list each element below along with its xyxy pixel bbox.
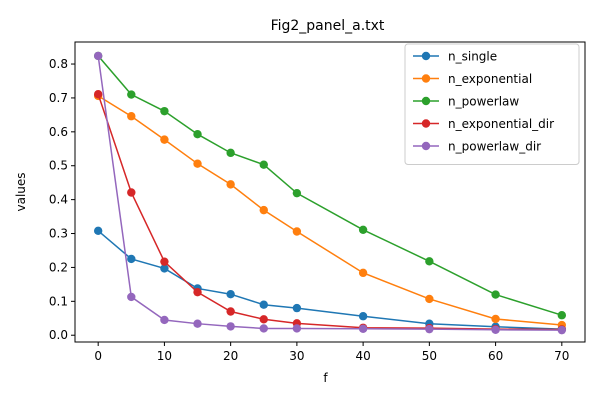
series-n-powerlaw-dir <box>93 51 567 335</box>
data-point <box>292 227 302 236</box>
x-tick-label: 40 <box>355 349 370 363</box>
legend-label: n_powerlaw <box>448 95 519 109</box>
data-point <box>358 268 368 278</box>
series-n-exponential <box>93 91 567 330</box>
y-axis-title: values <box>14 172 28 211</box>
data-point <box>358 324 368 333</box>
data-point <box>127 90 136 99</box>
y-tick-label: 0.2 <box>49 260 68 274</box>
data-point <box>226 322 235 331</box>
series-layer <box>93 51 567 335</box>
data-point <box>160 264 169 273</box>
y-tick-label: 0.3 <box>49 227 68 241</box>
data-point <box>557 325 567 335</box>
y-tick-label: 0.1 <box>49 294 68 308</box>
data-point <box>160 315 169 325</box>
x-axis-title: f <box>323 371 328 385</box>
legend-label: n_powerlaw_dir <box>448 140 541 154</box>
x-tick-label: 0 <box>94 349 102 363</box>
data-point <box>358 225 368 234</box>
data-point <box>358 312 368 321</box>
y-tick-label: 0.7 <box>49 91 68 105</box>
legend-box <box>404 43 580 165</box>
y-tick-label: 0.0 <box>49 328 68 342</box>
x-tick-label: 10 <box>157 349 172 363</box>
data-point <box>160 135 169 144</box>
legend-item: n_exponential <box>413 72 532 86</box>
legend-item: n_powerlaw <box>413 95 519 109</box>
legend-marker <box>421 96 431 106</box>
legend-label: n_exponential_dir <box>448 117 554 131</box>
data-point <box>127 254 136 264</box>
data-point <box>259 324 268 333</box>
data-point <box>193 287 202 297</box>
data-point <box>491 325 500 334</box>
data-point <box>93 90 103 99</box>
data-point <box>259 160 268 169</box>
data-point <box>425 257 434 266</box>
x-tick-label: 20 <box>223 349 238 363</box>
x-tick-label: 50 <box>422 349 437 363</box>
legend-marker <box>421 141 431 151</box>
x-tick-label: 70 <box>554 349 569 363</box>
legend-item: n_exponential_dir <box>413 117 554 131</box>
plot-frame <box>74 41 586 343</box>
data-point <box>226 180 235 189</box>
legend-label: n_exponential <box>448 72 532 86</box>
y-tick-label: 0.5 <box>49 159 68 173</box>
data-point <box>127 292 136 302</box>
legend: n_single n_exponential n_powerlaw n_exponen… <box>404 43 580 165</box>
legend-marker <box>421 119 431 128</box>
data-point <box>226 307 235 316</box>
legend-item: n_single <box>413 50 497 64</box>
y-axis: 0.0 0.1 0.2 0.3 0.4 0.5 0.6 0.7 0.8 <box>49 57 75 342</box>
data-point <box>93 226 103 236</box>
data-point <box>491 290 500 299</box>
data-point <box>259 315 268 324</box>
data-point <box>292 324 302 333</box>
y-tick-label: 0.6 <box>49 125 68 139</box>
data-point <box>259 300 268 309</box>
data-point <box>425 324 434 334</box>
data-point <box>193 319 202 328</box>
data-point <box>425 294 434 304</box>
data-point <box>226 148 235 158</box>
data-point <box>193 159 202 168</box>
x-axis: 0 10 20 30 40 50 60 70 <box>94 342 569 363</box>
plot-area <box>74 41 586 343</box>
data-point <box>292 188 302 198</box>
data-point <box>127 112 136 121</box>
data-point <box>491 314 500 324</box>
x-tick-label: 60 <box>488 349 503 363</box>
data-point <box>259 205 268 215</box>
y-tick-label: 0.4 <box>49 193 68 207</box>
legend-item: n_powerlaw_dir <box>413 140 541 154</box>
data-point <box>193 130 202 139</box>
legend-label: n_single <box>448 50 497 64</box>
chart-title: Fig2_panel_a.txt <box>271 18 385 34</box>
data-point <box>557 311 567 320</box>
data-point <box>93 51 103 61</box>
data-point <box>226 290 235 299</box>
legend-marker <box>421 51 431 61</box>
legend-marker <box>421 74 431 83</box>
data-point <box>160 106 169 116</box>
data-point <box>127 188 136 197</box>
x-tick-label: 30 <box>289 349 304 363</box>
data-point <box>160 257 169 266</box>
data-point <box>292 303 302 313</box>
y-tick-label: 0.8 <box>49 57 68 71</box>
